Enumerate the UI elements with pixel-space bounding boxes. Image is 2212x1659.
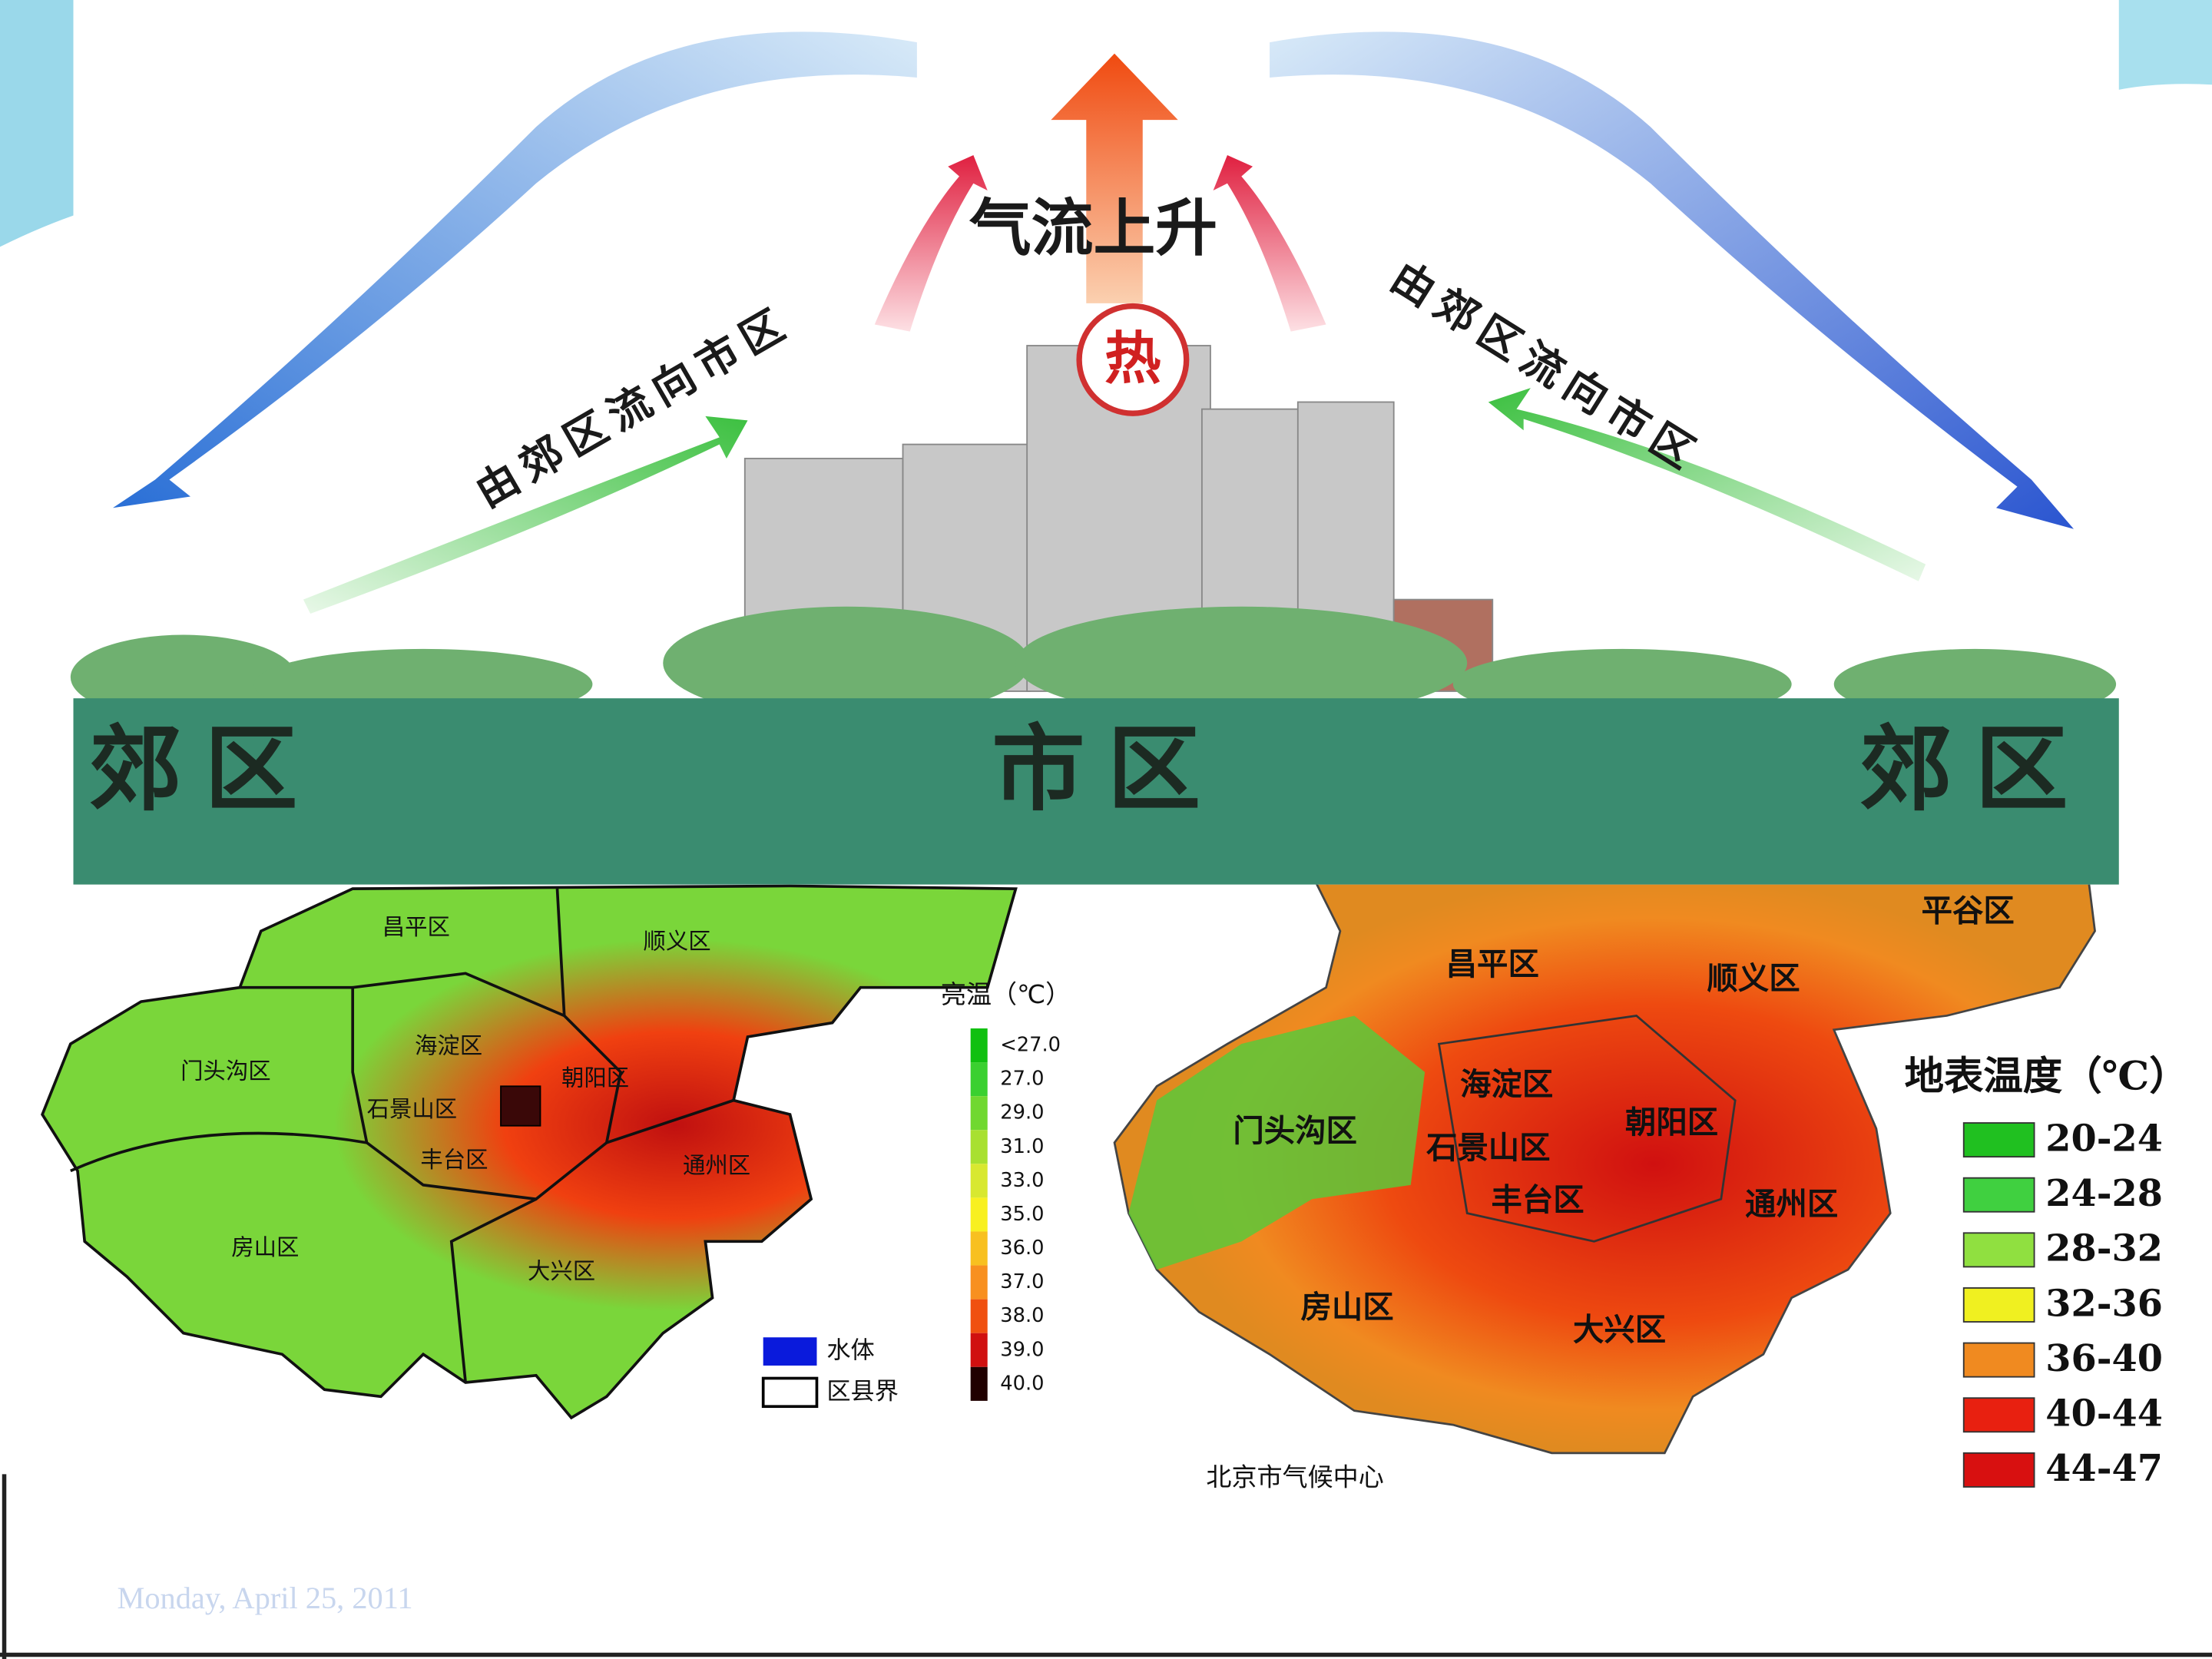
legend-label: 40.0	[1000, 1372, 1044, 1395]
legend-swatch	[970, 1299, 988, 1333]
decoration	[0, 0, 85, 247]
district-label: 通州区	[1745, 1185, 1838, 1222]
credit: 北京市气候中心	[1206, 1462, 1383, 1492]
legend-label: <27.0	[1000, 1034, 1061, 1057]
legend-label: 24-28	[2045, 1172, 2163, 1215]
legend-label: 44-47	[2045, 1447, 2163, 1490]
zone-label: 郊区	[89, 714, 320, 823]
key-label: 区县界	[826, 1378, 899, 1406]
legend-label: 28-32	[2045, 1227, 2163, 1270]
legend-label: 39.0	[1000, 1338, 1044, 1361]
district-label: 石景山区	[1426, 1129, 1551, 1166]
legend-swatch	[1962, 1287, 2035, 1323]
legend-title: 亮温（℃）	[941, 979, 1071, 1009]
district-label: 房山区	[1300, 1288, 1393, 1325]
district-label: 大兴区	[528, 1258, 595, 1284]
legend-label: 35.0	[1000, 1203, 1044, 1226]
legend-label: 32-36	[2045, 1282, 2163, 1325]
legend-label: 36-40	[2045, 1337, 2163, 1380]
heat-island-diagram	[70, 0, 2119, 885]
district-label: 丰台区	[420, 1147, 488, 1173]
rising-label: 气流上升	[969, 193, 1217, 265]
hot-label: 热	[1104, 326, 1161, 392]
legend-title: 地表温度（℃）	[1905, 1054, 2189, 1100]
brightness-temperature-map	[41, 884, 1018, 1420]
district-label: 顺义区	[644, 928, 711, 954]
legend-label: 40-44	[2045, 1392, 2163, 1435]
district-label: 昌平区	[1446, 945, 1539, 982]
footer-date: Monday, April 25, 2011	[117, 1581, 412, 1615]
district-label: 通州区	[683, 1152, 750, 1178]
decoration	[2116, 0, 2212, 91]
district-label: 顺义区	[1707, 960, 1800, 997]
district-label: 大兴区	[1573, 1311, 1666, 1348]
surface-temperature-map	[1113, 873, 2096, 1455]
legend-swatch	[1962, 1122, 2035, 1158]
legend-swatch	[970, 1130, 988, 1164]
district-label: 丰台区	[1491, 1181, 1584, 1218]
legend-label: 31.0	[1000, 1135, 1044, 1158]
district-label: 门头沟区	[1233, 1112, 1357, 1149]
legend-label: 36.0	[1000, 1237, 1044, 1260]
zone-label: 市区	[992, 714, 1223, 823]
legend-label: 37.0	[1000, 1270, 1044, 1293]
district-label: 房山区	[231, 1234, 299, 1260]
legend-swatch	[1962, 1342, 2035, 1378]
district-label: 朝阳区	[1625, 1104, 1718, 1141]
legend-label: 27.0	[1000, 1068, 1044, 1091]
legend-swatch	[970, 1096, 988, 1131]
legend-swatch	[970, 1333, 988, 1367]
legend-label: 38.0	[1000, 1304, 1044, 1327]
legend-label: 33.0	[1000, 1169, 1044, 1192]
district-label: 海淀区	[1460, 1065, 1553, 1102]
legend-swatch	[970, 1197, 988, 1232]
water-key	[763, 1337, 817, 1366]
district-label: 海淀区	[415, 1032, 482, 1058]
legend-swatch	[970, 1231, 988, 1266]
boundary-key	[761, 1376, 819, 1409]
district-label: 朝阳区	[561, 1065, 629, 1091]
legend-swatch	[1962, 1452, 2035, 1488]
legend-swatch	[970, 1366, 988, 1401]
district-label: 石景山区	[367, 1096, 458, 1122]
legend-swatch	[970, 1164, 988, 1198]
legend-label: 29.0	[1000, 1101, 1044, 1124]
legend-swatch	[1962, 1232, 2035, 1268]
district-label: 门头沟区	[180, 1058, 271, 1084]
legend-swatch	[970, 1028, 988, 1063]
legend-swatch	[1962, 1397, 2035, 1433]
zone-label: 郊区	[1859, 714, 2091, 823]
key-label: 水体	[826, 1337, 874, 1365]
district-label: 平谷区	[1922, 892, 2015, 929]
legend-label: 20-24	[2045, 1117, 2163, 1160]
legend-swatch	[970, 1062, 988, 1097]
legend-swatch	[1962, 1177, 2035, 1213]
legend-swatch	[970, 1265, 988, 1300]
district-label: 昌平区	[382, 914, 450, 940]
